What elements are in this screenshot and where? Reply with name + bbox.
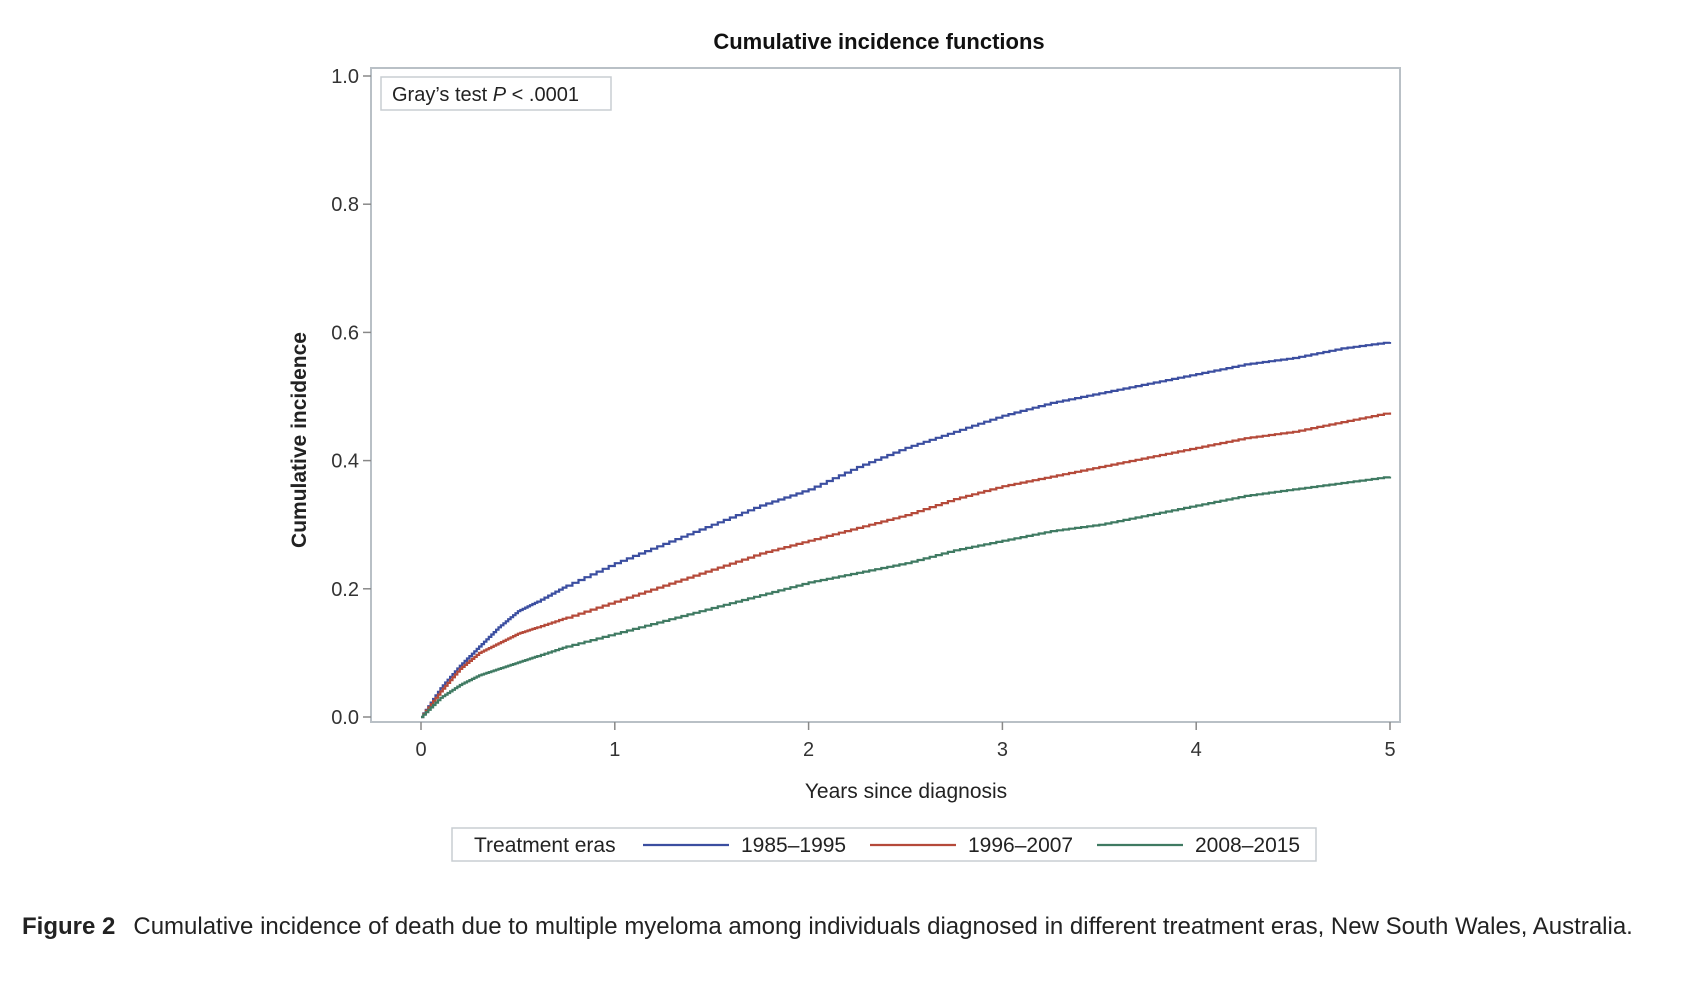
y-tick-label: 1.0 — [331, 66, 359, 88]
x-tick-label: 4 — [1191, 739, 1202, 761]
x-tick-label: 5 — [1384, 739, 1395, 761]
figure-caption: Figure 2 Cumulative incidence of death du… — [22, 906, 1662, 947]
legend: Treatment eras 1985–1995 1996–2007 2008–201… — [451, 827, 1317, 862]
annotation-frame — [380, 76, 612, 111]
y-tick-label: 0.8 — [331, 194, 359, 216]
annotation-text: Gray’s test P < .0001 — [392, 84, 579, 106]
annotation-box: Gray’s test P < .0001 — [380, 76, 612, 111]
y-tick-label: 0.2 — [331, 579, 359, 601]
annotation-suffix: < .0001 — [506, 84, 579, 106]
annotation-p-symbol: P — [493, 84, 507, 106]
legend-label: 1985–1995 — [741, 834, 846, 857]
caption-text: Cumulative incidence of death due to mul… — [133, 913, 1633, 940]
series-line-19851995 — [421, 341, 1392, 719]
y-tick-label: 0.0 — [331, 707, 359, 729]
x-axis-label: Years since diagnosis — [805, 780, 1007, 803]
x-tick-label: 3 — [997, 739, 1008, 761]
y-tick-label: 0.4 — [331, 451, 359, 473]
series-line-20082015 — [421, 476, 1392, 719]
chart-title: Cumulative incidence functions — [713, 29, 1044, 54]
series-line-19962007 — [421, 412, 1392, 719]
x-tick-label: 2 — [803, 739, 814, 761]
x-tick-label: 0 — [415, 739, 426, 761]
legend-title: Treatment eras — [474, 834, 616, 857]
plot-frame — [370, 67, 1401, 723]
y-tick-label: 0.6 — [331, 322, 359, 344]
annotation-prefix: Gray’s test — [392, 84, 493, 106]
x-tick-label: 1 — [609, 739, 620, 761]
figure-number: Figure 2 — [22, 913, 116, 940]
cumulative-incidence-chart: Cumulative incidence functions 0.0 0.2 0.4… — [288, 29, 1401, 862]
legend-label: 2008–2015 — [1195, 834, 1300, 857]
y-axis-label: Cumulative incidence — [288, 332, 311, 548]
legend-label: 1996–2007 — [968, 834, 1073, 857]
plot-area: 0.0 0.2 0.4 0.6 0.8 1.0 0 1 2 3 4 5 Gray’s test P < … — [331, 66, 1401, 761]
